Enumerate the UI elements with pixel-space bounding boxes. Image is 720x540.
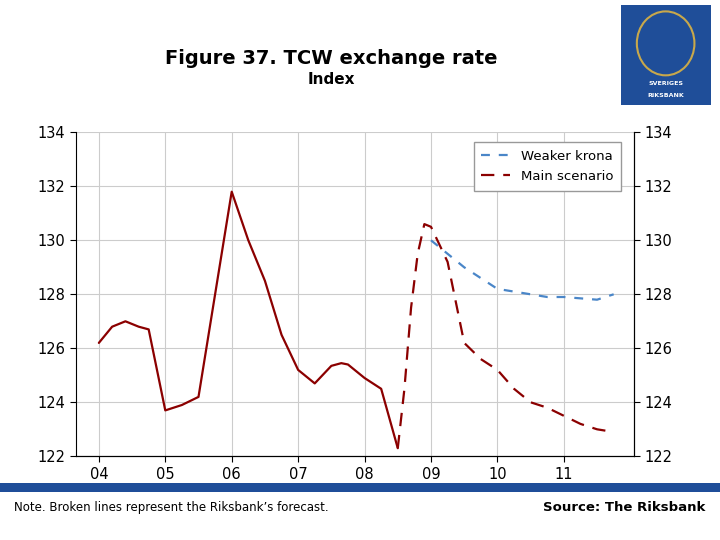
- Text: SVERIGES: SVERIGES: [648, 81, 683, 86]
- Text: Note. Broken lines represent the Riksbank’s forecast.: Note. Broken lines represent the Riksban…: [14, 501, 329, 514]
- Legend: Weaker krona, Main scenario: Weaker krona, Main scenario: [474, 142, 621, 191]
- Text: Figure 37. TCW exchange rate: Figure 37. TCW exchange rate: [165, 49, 498, 68]
- Text: RIKSBANK: RIKSBANK: [647, 93, 684, 98]
- Text: Index: Index: [307, 72, 355, 87]
- Text: Source: The Riksbank: Source: The Riksbank: [543, 501, 706, 514]
